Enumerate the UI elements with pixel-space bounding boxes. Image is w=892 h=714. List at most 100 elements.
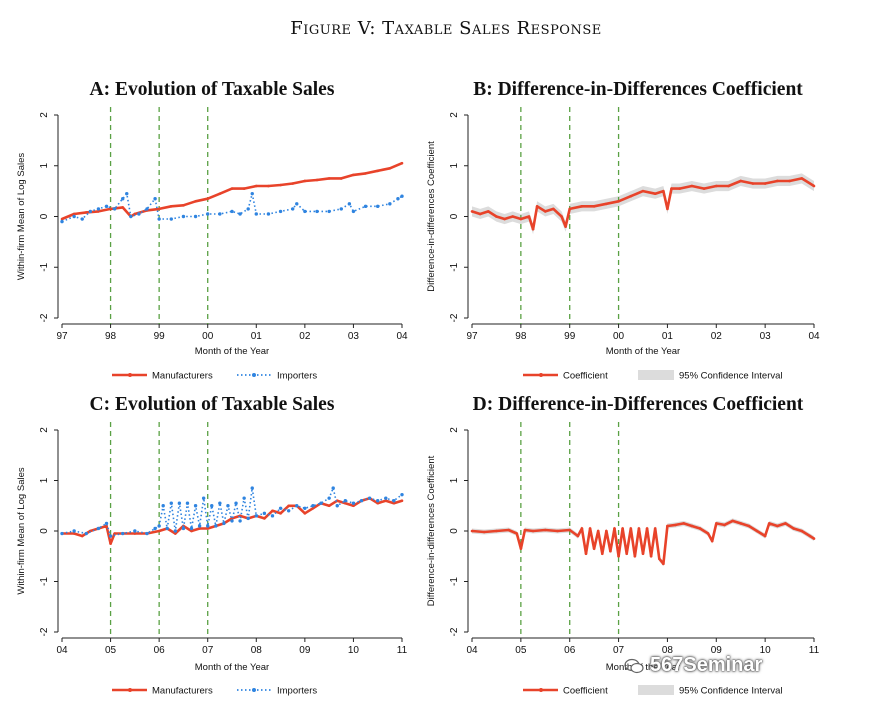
series-point (739, 179, 743, 183)
x-axis-label: Month of the Year (195, 662, 269, 673)
series-point (621, 527, 624, 530)
series-point (193, 214, 198, 219)
series-point (653, 527, 657, 530)
legend: Coefficient 95% Confidence Interval (523, 370, 783, 382)
series-point (250, 191, 254, 196)
series-point (653, 192, 657, 195)
y-tick-label: -1 (39, 262, 50, 271)
legend-swatch-ci (638, 370, 674, 380)
series-point (72, 214, 76, 219)
series-point (157, 207, 161, 211)
series-point (198, 527, 201, 530)
series-point (727, 184, 730, 188)
series-point (311, 504, 315, 508)
series-point (486, 210, 490, 213)
series-point (169, 217, 173, 221)
series-point (80, 534, 84, 538)
series-point (193, 504, 198, 508)
series-point (109, 542, 112, 545)
y-axis-label: Difference-in-differences Coefficient (426, 455, 437, 606)
series-point (629, 527, 633, 530)
x-tick-label: 98 (105, 331, 117, 342)
x-tick-label: 07 (202, 645, 214, 656)
x-tick-label: 00 (613, 331, 625, 342)
series-point (714, 522, 718, 525)
series-point (246, 207, 250, 211)
series-point (617, 199, 620, 203)
series-point (303, 512, 307, 515)
series-point (552, 207, 555, 211)
series-point (254, 514, 258, 518)
series-point (633, 554, 637, 558)
series-point (609, 549, 612, 553)
legend-label: Importers (277, 686, 317, 697)
series-point (189, 526, 194, 531)
series-point (121, 531, 125, 536)
series-point (121, 197, 125, 201)
series-point (214, 524, 218, 528)
y-tick-label: 0 (39, 213, 50, 219)
series-point (812, 537, 816, 540)
series-point (808, 534, 812, 538)
series-point (507, 528, 510, 532)
x-tick-label: 01 (251, 331, 263, 342)
x-tick-label: 08 (662, 645, 674, 656)
x-tick-label: 02 (299, 331, 311, 342)
y-tick-label: -2 (39, 313, 50, 322)
y-tick-label: -1 (449, 577, 460, 586)
y-axis-label: Within-firm Mean of Log Sales (16, 467, 27, 594)
legend-swatch-ci (638, 685, 674, 695)
series-point (278, 506, 283, 510)
series-point (388, 166, 392, 170)
x-tick-label: 02 (711, 331, 723, 342)
series-point (194, 199, 197, 203)
series-point (384, 499, 388, 503)
series-point (327, 504, 331, 508)
series-point (84, 211, 88, 214)
series-point (331, 486, 335, 490)
series-point (352, 173, 355, 177)
series-point (121, 206, 125, 209)
series-point (543, 528, 547, 532)
legend-label: Coefficient (563, 686, 608, 697)
series-point (190, 529, 193, 533)
legend: Manufacturers Importers (112, 371, 317, 382)
y-tick-label: 0 (449, 528, 460, 534)
legend-label: Manufacturers (152, 686, 213, 697)
series-point (568, 528, 572, 532)
y-tick-label: -2 (449, 313, 460, 322)
series-point (104, 521, 109, 526)
x-tick-label: 11 (397, 645, 408, 656)
series-point (376, 169, 380, 173)
series-point (392, 501, 396, 505)
series-point (84, 531, 88, 536)
series-point (596, 529, 600, 533)
series-point (637, 527, 641, 530)
series-point (157, 217, 161, 221)
series-point (543, 210, 547, 213)
series-point (173, 529, 178, 533)
series-point (270, 514, 275, 518)
series-point (181, 526, 186, 531)
series-point (400, 499, 404, 503)
series-point (531, 227, 535, 231)
series-point (400, 161, 404, 165)
series-point (376, 204, 380, 209)
legend-marker (539, 688, 543, 692)
legend: Coefficient 95% Confidence Interval (523, 685, 783, 697)
series-point (88, 209, 93, 214)
series-point (197, 524, 202, 528)
series-point (108, 534, 113, 538)
series-point (238, 519, 242, 523)
series-point (238, 212, 242, 216)
x-tick-label: 98 (515, 331, 527, 342)
series-point (177, 501, 182, 505)
series-point (206, 212, 210, 216)
series-point (352, 504, 355, 508)
series-point (351, 209, 356, 214)
y-tick-label: 1 (449, 163, 460, 169)
series-point (125, 191, 129, 196)
series-point (527, 215, 531, 218)
series-point (503, 217, 506, 221)
series-point (169, 501, 173, 505)
